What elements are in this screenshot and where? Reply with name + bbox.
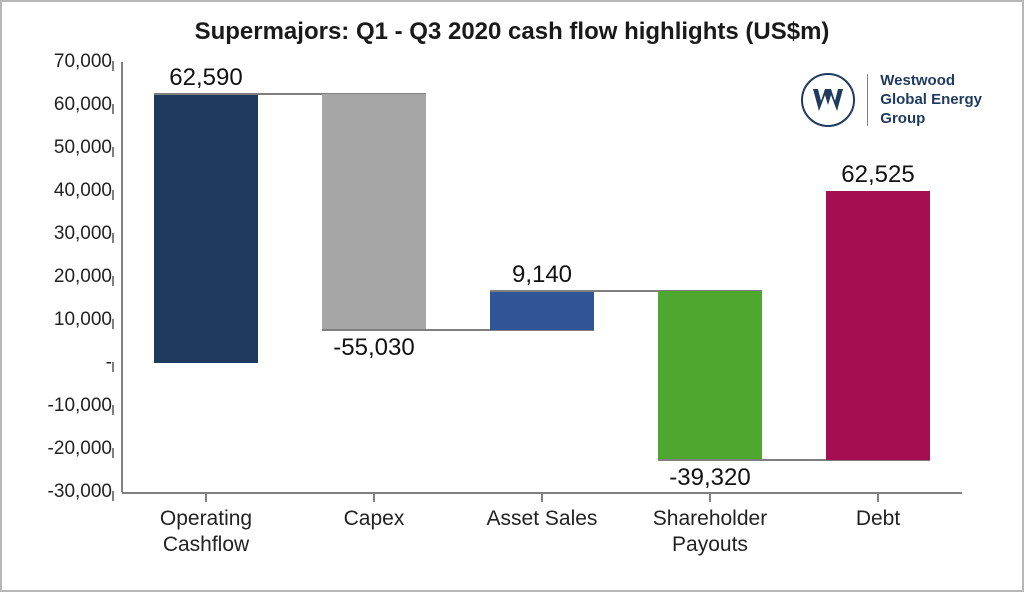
- y-tick-mark: [112, 362, 114, 372]
- y-tick-label: -20,000: [32, 438, 112, 460]
- x-tick-mark: [205, 492, 207, 502]
- waterfall-bar: [490, 291, 594, 330]
- bar-value-label: -55,030: [333, 334, 414, 362]
- bar-value-label: -39,320: [669, 464, 750, 492]
- bar-value-label: 9,140: [512, 261, 572, 289]
- y-tick-mark: [112, 276, 114, 286]
- y-tick-label: 70,000: [32, 51, 112, 73]
- waterfall-bar: [154, 94, 258, 363]
- x-category-label: Capex: [290, 506, 458, 532]
- bar-value-label: 62,590: [169, 64, 242, 92]
- y-tick-mark: [112, 147, 114, 157]
- y-tick-mark: [112, 61, 114, 71]
- x-category-label: ShareholderPayouts: [626, 506, 794, 559]
- y-tick-label: -30,000: [32, 481, 112, 503]
- y-tick-mark: [112, 319, 114, 329]
- x-tick-mark: [373, 492, 375, 502]
- x-category-label: Debt: [794, 506, 962, 532]
- y-tick-label: -10,000: [32, 395, 112, 417]
- y-tick-mark: [112, 104, 114, 114]
- y-tick-label: 30,000: [32, 223, 112, 245]
- y-tick-mark: [112, 448, 114, 458]
- x-category-label: OperatingCashflow: [122, 506, 290, 559]
- waterfall-bar: [658, 291, 762, 460]
- x-tick-mark: [541, 492, 543, 502]
- plot-area: -30,000-20,000-10,000-10,00020,00030,000…: [122, 62, 962, 492]
- waterfall-bar: [826, 191, 930, 460]
- y-tick-mark: [112, 491, 114, 501]
- chart-frame: Supermajors: Q1 - Q3 2020 cash flow high…: [0, 0, 1024, 592]
- y-tick-label: 10,000: [32, 309, 112, 331]
- y-tick-label: 60,000: [32, 94, 112, 116]
- waterfall-bar: [322, 94, 426, 331]
- y-tick-mark: [112, 190, 114, 200]
- y-tick-mark: [112, 405, 114, 415]
- y-tick-label: 20,000: [32, 266, 112, 288]
- y-tick-label: -: [32, 352, 112, 374]
- chart-title: Supermajors: Q1 - Q3 2020 cash flow high…: [2, 18, 1022, 46]
- y-tick-label: 40,000: [32, 180, 112, 202]
- y-tick-mark: [112, 233, 114, 243]
- bar-value-label: 62,525: [841, 161, 914, 189]
- x-tick-mark: [877, 492, 879, 502]
- y-tick-label: 50,000: [32, 137, 112, 159]
- y-axis-line: [121, 62, 123, 492]
- x-category-label: Asset Sales: [458, 506, 626, 532]
- x-tick-mark: [709, 492, 711, 502]
